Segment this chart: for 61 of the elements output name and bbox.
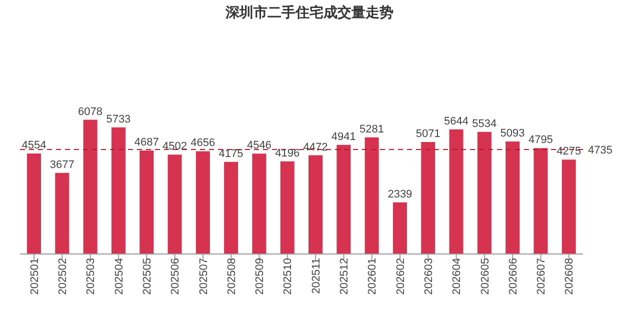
x-tick-label: 202603: [422, 258, 435, 295]
x-tick-label: 202509: [254, 258, 266, 295]
data-label: 3677: [50, 158, 74, 171]
data-label: 4795: [528, 134, 553, 146]
x-tick-label: 202606: [507, 258, 520, 295]
data-label: 4472: [303, 141, 328, 154]
data-label: 4196: [275, 147, 300, 160]
data-label: 4941: [331, 130, 356, 143]
bar: [224, 162, 238, 254]
data-label: 4546: [246, 140, 272, 152]
bar: [364, 137, 379, 254]
x-tick-label: 202604: [451, 258, 464, 295]
bar: [308, 155, 322, 254]
bar: [562, 160, 576, 254]
data-label: 4175: [218, 148, 244, 160]
data-label: 5534: [472, 118, 497, 130]
x-tick-label: 202502: [57, 258, 70, 295]
data-label: 5071: [416, 128, 440, 140]
x-tick-label: 202607: [536, 258, 548, 295]
bar: [421, 142, 436, 254]
x-tick-label: 202507: [198, 258, 210, 295]
bar: [252, 154, 266, 254]
data-label: 5644: [444, 115, 468, 128]
bar: [83, 120, 98, 254]
x-tick-label: 202505: [141, 258, 154, 295]
data-label: 2339: [388, 188, 412, 200]
bar: [196, 151, 210, 254]
bar: [336, 144, 351, 254]
x-tick-label: 202503: [85, 258, 98, 295]
data-label: 5281: [360, 123, 384, 136]
data-label: 4687: [134, 136, 159, 149]
x-tick-label: 202605: [479, 258, 492, 295]
data-label: 6078: [78, 106, 103, 118]
bar: [280, 161, 294, 254]
x-tick-label: 202512: [338, 258, 351, 295]
bar: [27, 153, 41, 254]
data-label: 4554: [22, 139, 46, 152]
data-label: 4656: [190, 137, 216, 150]
x-tick-label: 202504: [113, 258, 126, 295]
x-tick-label: 202510: [282, 258, 294, 295]
bar: [392, 202, 407, 254]
x-tick-label: 202501: [28, 258, 41, 295]
chart-title: 深圳市二手住宅成交量走势: [224, 3, 394, 22]
data-label: 4275: [556, 146, 582, 158]
bar: [477, 132, 492, 254]
bar: [111, 127, 126, 254]
bar: [534, 148, 548, 254]
bar: [506, 142, 520, 254]
bar: [168, 154, 182, 254]
x-tick-label: 202508: [226, 258, 238, 295]
x-tick-label: 202602: [394, 258, 407, 295]
x-tick-label: 202601: [366, 258, 379, 295]
data-label: 5093: [500, 128, 525, 140]
bar: [449, 129, 464, 254]
bar: [140, 150, 154, 254]
ref-line-label: 4735: [588, 144, 612, 156]
x-tick-label: 202608: [564, 258, 576, 295]
bar: [55, 172, 70, 254]
data-label: 5733: [106, 113, 131, 126]
x-tick-label: 202511: [310, 258, 322, 294]
x-tick-label: 202506: [170, 258, 182, 295]
